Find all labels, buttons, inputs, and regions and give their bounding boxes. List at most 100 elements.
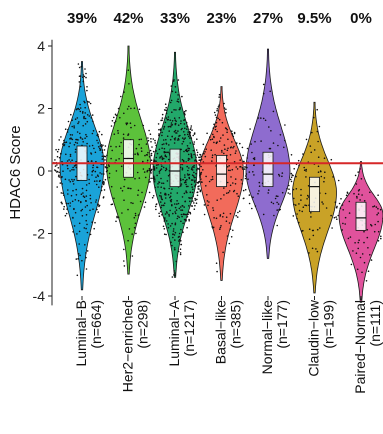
data-point (69, 202, 72, 204)
data-point (137, 153, 139, 156)
data-point (318, 125, 321, 128)
data-point (115, 170, 118, 172)
y-tick-label: 0 (37, 163, 45, 179)
data-point (173, 234, 176, 236)
data-point (344, 223, 347, 225)
data-point (234, 178, 237, 180)
data-point (163, 143, 165, 145)
data-point (241, 167, 244, 169)
data-point (63, 194, 65, 196)
data-point (193, 141, 196, 143)
data-point (363, 200, 366, 202)
data-point (185, 213, 187, 216)
data-point (165, 193, 167, 195)
data-point (272, 142, 275, 144)
data-point (355, 183, 358, 185)
data-point (212, 226, 215, 229)
data-point (110, 185, 113, 188)
data-point (133, 107, 136, 109)
data-point (356, 268, 359, 271)
data-point (182, 140, 185, 143)
data-point (193, 164, 195, 167)
data-point (77, 63, 80, 65)
data-point (138, 143, 140, 146)
data-point (163, 150, 166, 153)
data-point (237, 211, 239, 214)
data-point (377, 240, 380, 242)
data-point (323, 157, 326, 159)
data-point (187, 149, 190, 152)
data-point (146, 154, 149, 156)
data-point (276, 224, 279, 227)
box-2 (169, 148, 181, 188)
data-point (163, 157, 165, 160)
data-point (163, 202, 166, 204)
data-point (67, 189, 69, 191)
data-point (167, 125, 170, 128)
data-point (69, 205, 71, 207)
data-point (82, 80, 85, 83)
data-point (95, 201, 97, 203)
data-point (97, 211, 99, 213)
data-point (189, 142, 191, 144)
data-point (84, 137, 86, 139)
data-point (174, 86, 177, 88)
data-point (175, 132, 177, 134)
data-point (227, 147, 229, 150)
data-point (69, 155, 72, 157)
data-point (323, 177, 326, 179)
y-axis: -4 -2 0 2 4 (33, 38, 53, 306)
data-point (367, 270, 370, 273)
data-point (64, 214, 67, 217)
data-point (134, 214, 137, 217)
data-point (152, 138, 155, 140)
data-point (61, 160, 63, 163)
data-point (115, 159, 117, 161)
data-point (187, 185, 189, 188)
data-point (289, 178, 292, 181)
data-point (59, 153, 62, 155)
data-point (355, 252, 358, 254)
data-point (302, 153, 304, 155)
data-point (77, 253, 80, 255)
data-point (298, 209, 301, 212)
data-point (164, 197, 167, 199)
data-point (188, 173, 191, 176)
data-point (189, 131, 191, 133)
data-point (71, 200, 74, 203)
data-point (183, 110, 186, 113)
data-point (164, 169, 167, 172)
data-point (186, 226, 188, 229)
data-point (71, 168, 73, 171)
data-point (223, 102, 225, 105)
data-point (181, 158, 184, 161)
data-point (212, 127, 215, 129)
data-point (82, 141, 84, 143)
data-point (203, 153, 205, 155)
data-point (159, 194, 161, 197)
data-point (181, 209, 184, 211)
data-point (188, 218, 190, 221)
data-point (56, 171, 58, 173)
data-point (160, 197, 163, 199)
data-point (222, 251, 224, 254)
data-point (170, 241, 172, 244)
data-point (88, 178, 90, 181)
data-point (104, 145, 107, 147)
data-point (196, 138, 198, 140)
data-point (84, 123, 87, 125)
data-point (229, 169, 231, 172)
data-point (188, 220, 190, 222)
data-point (292, 188, 295, 191)
data-point (78, 222, 81, 225)
data-point (83, 75, 86, 78)
data-point (215, 142, 218, 144)
data-point (171, 222, 173, 225)
data-point (174, 212, 177, 215)
data-point (183, 131, 185, 133)
data-point (92, 208, 94, 210)
data-point (359, 168, 361, 170)
data-point (172, 212, 174, 215)
data-point (135, 147, 138, 150)
data-point (239, 159, 241, 161)
